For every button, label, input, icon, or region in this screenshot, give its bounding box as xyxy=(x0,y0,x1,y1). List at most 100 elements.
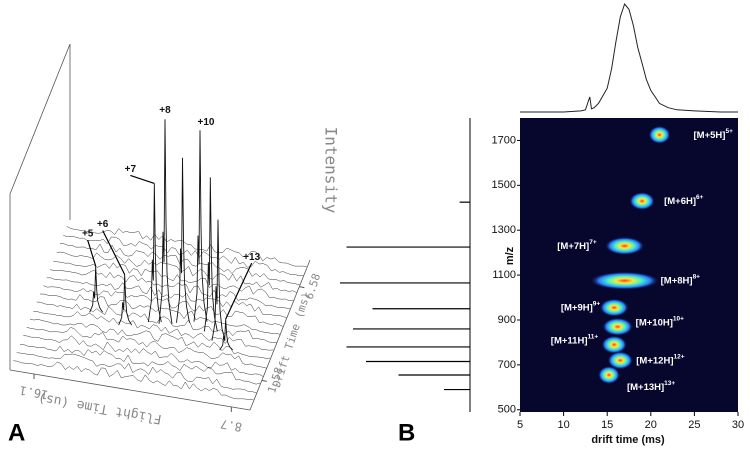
peak-label: +7 xyxy=(125,164,137,175)
ion-charge: 13+ xyxy=(664,380,675,387)
peak-label: +10 xyxy=(198,117,215,128)
z-axis-label: Intensity xyxy=(322,127,341,214)
baseline-trace xyxy=(33,311,274,351)
ion-charge: 5+ xyxy=(725,128,733,135)
ion-band xyxy=(602,317,633,336)
ion-label: [M+13H]13+ xyxy=(627,380,675,393)
ion-charge: 12+ xyxy=(673,353,684,360)
annotation-arrow xyxy=(225,262,253,320)
annotation-arrow xyxy=(130,174,155,185)
baseline-trace xyxy=(56,251,297,293)
ion-name: [M+11H] xyxy=(551,335,588,346)
baseline-trace xyxy=(16,352,257,394)
ion-band xyxy=(629,192,655,211)
y-tick-label: 1500 xyxy=(492,179,516,191)
ion-band xyxy=(590,271,660,290)
y-tick-label: 900 xyxy=(498,314,516,326)
peak-label: +13 xyxy=(243,252,260,263)
ion-label: [M+10H]10+ xyxy=(636,315,684,328)
ion-band xyxy=(599,298,629,317)
ion-charge: 10+ xyxy=(673,315,684,322)
x-tick-label: 15 xyxy=(601,419,613,431)
ion-label: [M+6H]6+ xyxy=(664,194,704,207)
peak xyxy=(147,183,162,323)
ion-label: [M+5H]5+ xyxy=(694,128,734,141)
x-tick-label: 30 xyxy=(732,419,744,431)
peak xyxy=(193,130,208,322)
box-edge xyxy=(9,369,251,411)
box-edge xyxy=(9,43,71,195)
ion-charge: 7+ xyxy=(589,239,597,246)
x-tick-label: 20 xyxy=(645,419,657,431)
baseline-trace xyxy=(46,277,287,318)
peak xyxy=(89,266,104,313)
ion-name: [M+8H] xyxy=(661,275,693,286)
x-tick-label: 6.58 xyxy=(303,272,324,301)
y-tick-label: 500 xyxy=(498,404,516,416)
y-tick-label: 1300 xyxy=(492,224,516,236)
y-tick-label: 700 xyxy=(498,359,516,371)
x-tick-label: 10 xyxy=(557,419,569,431)
ion-charge: 6+ xyxy=(696,194,704,201)
ion-band xyxy=(601,335,627,354)
ion-name: [M+9H] xyxy=(561,302,593,313)
baseline-trace xyxy=(23,335,264,377)
ion-label: [M+11H]11+ xyxy=(551,333,599,346)
baseline-trace xyxy=(13,360,254,401)
baseline-trace xyxy=(29,319,271,359)
peak xyxy=(118,274,133,326)
ion-charge: 9+ xyxy=(593,300,601,307)
baseline-trace xyxy=(43,285,284,327)
y-tick-label: 8.7 xyxy=(219,417,243,435)
ion-charge: 8+ xyxy=(693,273,701,280)
ion-name: [M+6H] xyxy=(664,196,696,207)
baseline-trace xyxy=(49,269,291,310)
peak xyxy=(176,157,190,323)
ion-name: [M+5H] xyxy=(694,129,726,140)
panel-label: B xyxy=(398,419,415,446)
panel-a: Intensity Drift Time (ms) Flight Time (u… xyxy=(8,43,341,446)
y-tick-label: 16.1 xyxy=(18,383,49,402)
x-tick-label: 25 xyxy=(688,419,700,431)
y-axis-label: Flight Time (us) xyxy=(37,390,163,427)
ion-label: [M+8H]8+ xyxy=(661,273,701,286)
peak-label: +5 xyxy=(82,229,94,240)
x-axis-label: drift time (ms) xyxy=(591,434,665,446)
baseline-trace xyxy=(19,344,261,385)
peak-label: +6 xyxy=(97,219,109,230)
x-tick xyxy=(299,286,305,289)
annotation-arrow xyxy=(102,230,126,275)
x-tick-label: 5 xyxy=(517,419,523,431)
peak-label: +8 xyxy=(159,105,171,116)
ion-label: [M+12H]12+ xyxy=(636,353,684,366)
ion-band xyxy=(607,351,634,370)
ion-name: [M+7H] xyxy=(557,240,589,251)
ion-label: [M+9H]9+ xyxy=(561,300,601,313)
ion-name: [M+10H] xyxy=(636,317,673,328)
ion-charge: 11+ xyxy=(588,333,599,340)
baseline-trace xyxy=(66,226,307,267)
ion-label: [M+7H]7+ xyxy=(557,239,597,252)
drift-profile xyxy=(520,2,738,113)
plot-area xyxy=(520,118,738,412)
y-axis-label: m/z xyxy=(504,246,516,265)
ion-band xyxy=(604,236,645,255)
peak xyxy=(158,119,173,324)
panel-label: A xyxy=(8,419,25,446)
y-tick-label: 1100 xyxy=(492,269,516,281)
x-tick xyxy=(261,379,267,382)
baseline-trace xyxy=(26,326,267,369)
baseline-trace xyxy=(36,301,277,343)
baseline-trace xyxy=(63,235,304,276)
ion-band xyxy=(648,125,671,144)
ion-name: [M+13H] xyxy=(627,381,664,392)
ion-name: [M+12H] xyxy=(636,355,673,366)
peak xyxy=(203,177,218,332)
baseline-trace xyxy=(53,260,294,302)
peak xyxy=(211,219,226,341)
ion-band xyxy=(597,365,620,384)
annotation-arrow xyxy=(87,239,97,267)
y-tick-label: 1700 xyxy=(492,134,516,146)
baseline-trace xyxy=(39,293,281,335)
